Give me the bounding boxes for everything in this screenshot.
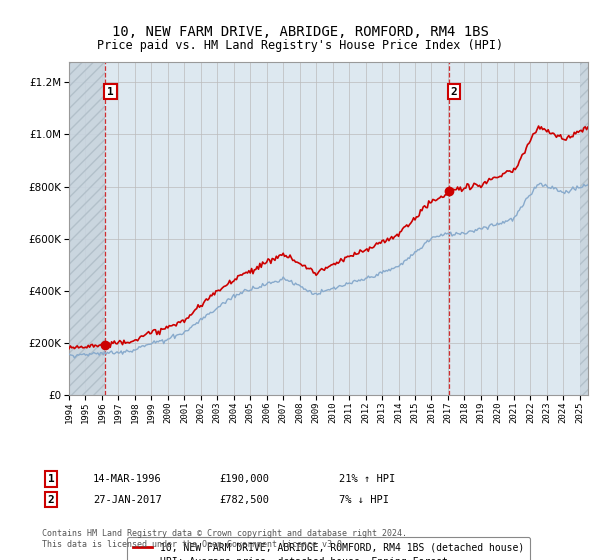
Text: 27-JAN-2017: 27-JAN-2017 (93, 494, 162, 505)
Text: 1: 1 (107, 87, 114, 96)
Text: £782,500: £782,500 (219, 494, 269, 505)
Text: 7% ↓ HPI: 7% ↓ HPI (339, 494, 389, 505)
Text: 10, NEW FARM DRIVE, ABRIDGE, ROMFORD, RM4 1BS: 10, NEW FARM DRIVE, ABRIDGE, ROMFORD, RM… (112, 25, 488, 39)
Text: 21% ↑ HPI: 21% ↑ HPI (339, 474, 395, 484)
Text: 2: 2 (47, 494, 55, 505)
Text: £190,000: £190,000 (219, 474, 269, 484)
Text: 14-MAR-1996: 14-MAR-1996 (93, 474, 162, 484)
Bar (580, 62, 588, 395)
Text: 1: 1 (47, 474, 55, 484)
Bar (69, 62, 106, 395)
Legend: 10, NEW FARM DRIVE, ABRIDGE, ROMFORD, RM4 1BS (detached house), HPI: Average pri: 10, NEW FARM DRIVE, ABRIDGE, ROMFORD, RM… (127, 536, 530, 560)
Text: Price paid vs. HM Land Registry's House Price Index (HPI): Price paid vs. HM Land Registry's House … (97, 39, 503, 52)
Text: 2: 2 (451, 87, 458, 96)
Text: Contains HM Land Registry data © Crown copyright and database right 2024.
This d: Contains HM Land Registry data © Crown c… (42, 529, 407, 549)
